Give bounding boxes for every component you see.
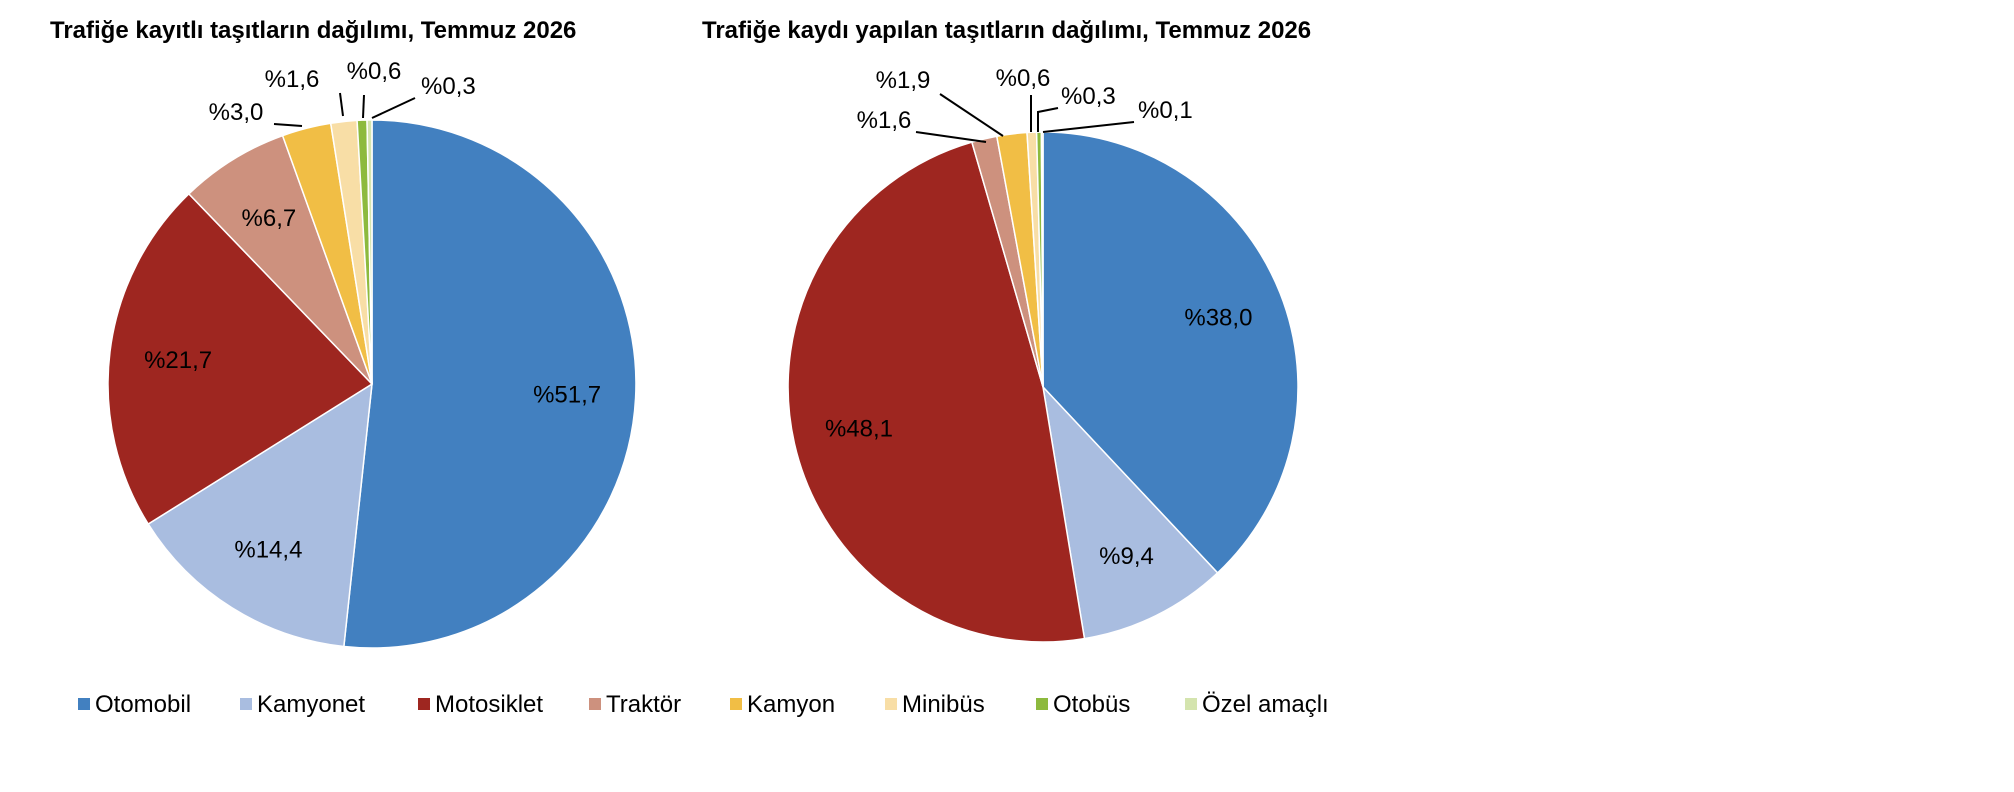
- data-label-traktor: %6,7: [242, 205, 297, 232]
- legend-swatch-traktor: [589, 698, 601, 710]
- data-label-minibus: %0,6: [996, 65, 1051, 92]
- leader-line-ozel-amacli: [1042, 121, 1135, 133]
- legend-swatch-kamyonet: [240, 698, 252, 710]
- pie-slice-otomobil: [1042, 131, 1299, 574]
- pie-slice-ozel-amacli: [366, 119, 373, 385]
- legend-item-otomobil: Otomobil: [78, 691, 191, 718]
- pie-chart-registered: Trafiğe kayıtlı taşıtların dağılımı, Tem…: [50, 17, 637, 649]
- data-label-otomobil: %38,0: [1184, 305, 1252, 332]
- legend-swatch-ozel-amacli: [1185, 698, 1197, 710]
- legend-label-otobus: Otobüs: [1053, 691, 1130, 718]
- legend-label-otomobil: Otomobil: [95, 691, 191, 718]
- legend-label-kamyon: Kamyon: [747, 691, 835, 718]
- legend-item-minibus: Minibüs: [885, 691, 985, 718]
- legend-item-traktor: Traktör: [589, 691, 681, 718]
- legend-label-minibus: Minibüs: [902, 691, 985, 718]
- pie-slices: [107, 119, 637, 649]
- data-label-kamyon: %3,0: [209, 99, 264, 126]
- data-label-kamyonet: %14,4: [234, 537, 302, 564]
- legend-swatch-otomobil: [78, 698, 90, 710]
- pie-slice-motosiklet: [787, 141, 1086, 643]
- data-label-motosiklet: %21,7: [144, 347, 212, 374]
- leader-line-kamyon: [939, 93, 1004, 137]
- legend-item-ozel-amacli: Özel amaçlı: [1185, 691, 1329, 718]
- pie-slices: [787, 131, 1299, 643]
- pie-slice-kamyonet: [147, 382, 373, 648]
- data-label-ozel-amacli: %0,3: [421, 73, 476, 100]
- legend: Otomobil Kamyonet Motosiklet Traktör Kamyon M…: [78, 691, 1329, 718]
- data-label-kamyon: %1,9: [876, 67, 931, 94]
- legend-label-traktor: Traktör: [606, 691, 681, 718]
- chart-title-registered: Trafiğe kayıtlı taşıtların dağılımı, Tem…: [50, 17, 576, 44]
- pie-slice-traktor: [187, 134, 373, 385]
- pie-data-labels: %51,7 %14,4 %21,7 %6,7 %3,0%1,6 %0,6 %0,3: [144, 58, 601, 564]
- data-label-ozel-amacli: %0,1: [1138, 97, 1193, 124]
- leader-line-minibus: [339, 92, 344, 117]
- leader-line-traktor: [915, 131, 987, 143]
- data-label-otomobil: %51,7: [533, 381, 601, 408]
- pie-slice-kamyonet: [1041, 384, 1219, 640]
- legend-label-motosiklet: Motosiklet: [435, 691, 543, 718]
- legend-swatch-kamyon: [730, 698, 742, 710]
- leader-line-kamyon: [273, 123, 303, 127]
- data-label-minibus: %1,6: [265, 66, 320, 93]
- leader-line-otobus: [1037, 107, 1059, 132]
- data-label-traktor: %1,6: [857, 107, 912, 134]
- pie-slice-ozel-amacli: [1040, 131, 1044, 388]
- pie-slice-motosiklet: [107, 192, 374, 526]
- legend-item-otobus: Otobüs: [1036, 691, 1130, 718]
- legend-swatch-minibus: [885, 698, 897, 710]
- legend-swatch-motosiklet: [418, 698, 430, 710]
- data-label-otobus: %0,3: [1061, 83, 1116, 110]
- leader-line-otobus: [362, 94, 365, 119]
- legend-item-motosiklet: Motosiklet: [418, 691, 543, 718]
- legend-label-kamyonet: Kamyonet: [257, 691, 365, 718]
- data-label-motosiklet: %48,1: [825, 416, 893, 443]
- legend-label-ozel-amacli: Özel amaçlı: [1202, 691, 1329, 718]
- data-label-kamyonet: %9,4: [1099, 543, 1154, 570]
- legend-swatch-otobus: [1036, 698, 1048, 710]
- data-label-otobus: %0,6: [347, 58, 402, 85]
- pie-chart-new-registrations: Trafiğe kaydı yapılan taşıtların dağılım…: [702, 17, 1311, 643]
- chart-title-new-registrations: Trafiğe kaydı yapılan taşıtların dağılım…: [702, 17, 1311, 44]
- pie-data-labels: %38,0 %9,4 %48,1 %1,6 %1,9 %0,6 %0,3 %0,1: [825, 65, 1252, 570]
- leader-line-ozel-amacli: [371, 97, 416, 119]
- pie-slice-otomobil: [343, 119, 637, 649]
- legend-item-kamyonet: Kamyonet: [240, 691, 365, 718]
- legend-item-kamyon: Kamyon: [730, 691, 835, 718]
